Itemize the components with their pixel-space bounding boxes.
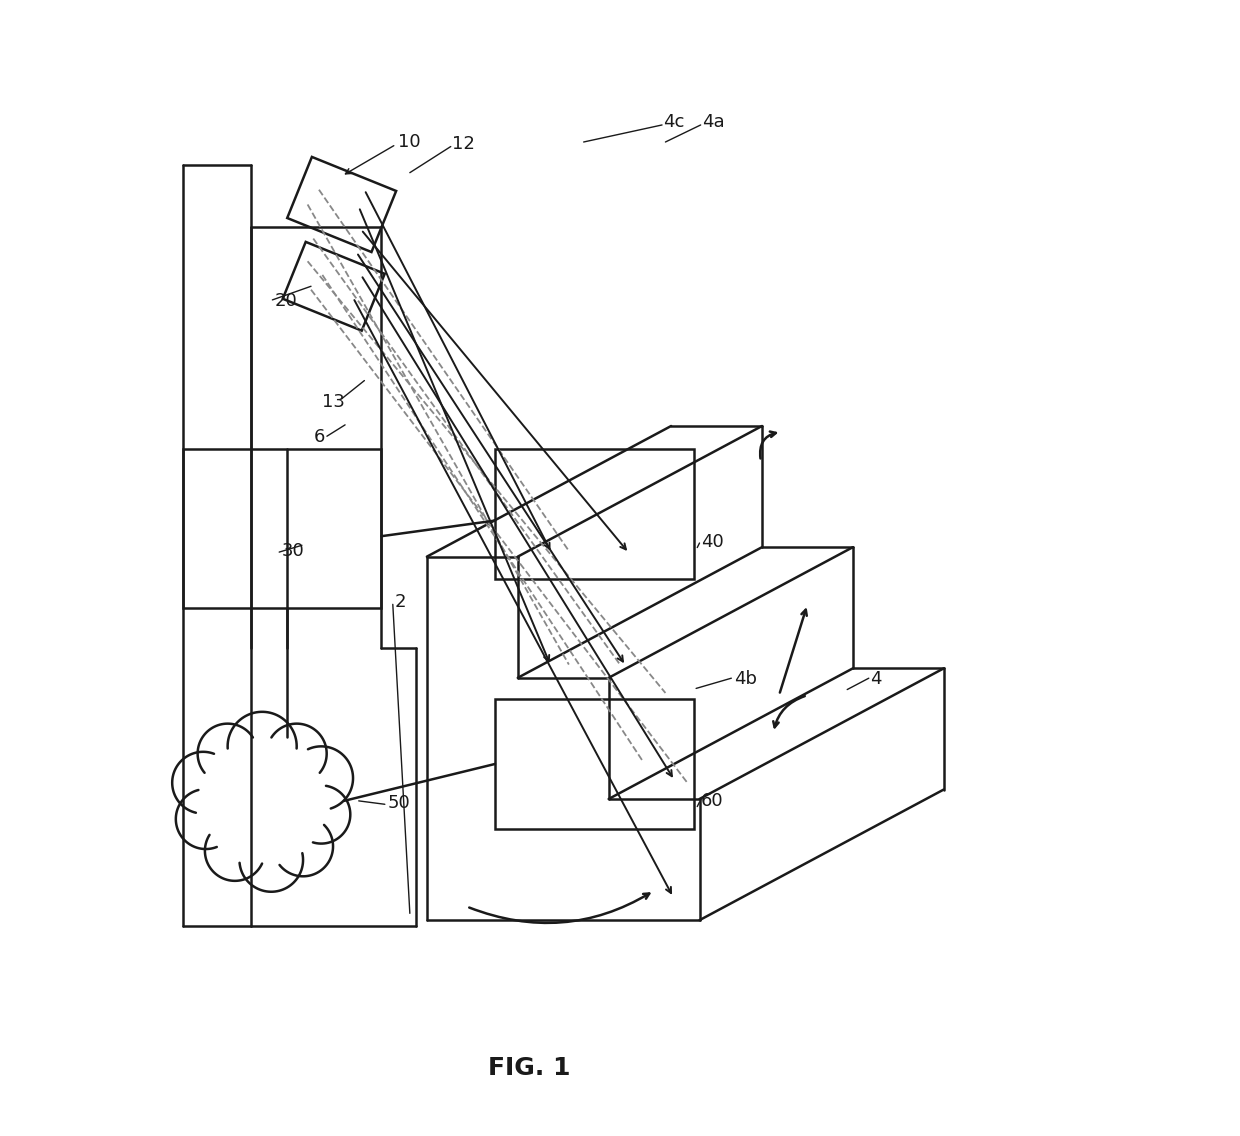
Text: 20: 20 — [274, 292, 298, 310]
Text: 40: 40 — [701, 533, 723, 551]
Polygon shape — [288, 157, 396, 252]
Bar — [495, 449, 694, 579]
Text: 60: 60 — [701, 792, 723, 810]
Text: 30: 30 — [281, 542, 304, 560]
Bar — [495, 699, 694, 829]
Text: 12: 12 — [451, 135, 475, 153]
Text: 10: 10 — [398, 133, 422, 151]
Text: 50: 50 — [387, 794, 410, 812]
Polygon shape — [283, 242, 384, 331]
Text: 13: 13 — [322, 393, 345, 411]
Text: 4c: 4c — [663, 112, 684, 131]
Text: 4: 4 — [870, 670, 882, 688]
Bar — [182, 449, 382, 608]
Text: 6: 6 — [314, 428, 325, 446]
Text: 4b: 4b — [734, 670, 756, 688]
Text: FIG. 1: FIG. 1 — [487, 1055, 570, 1080]
Text: 2: 2 — [396, 593, 407, 611]
Text: 4a: 4a — [702, 112, 724, 131]
